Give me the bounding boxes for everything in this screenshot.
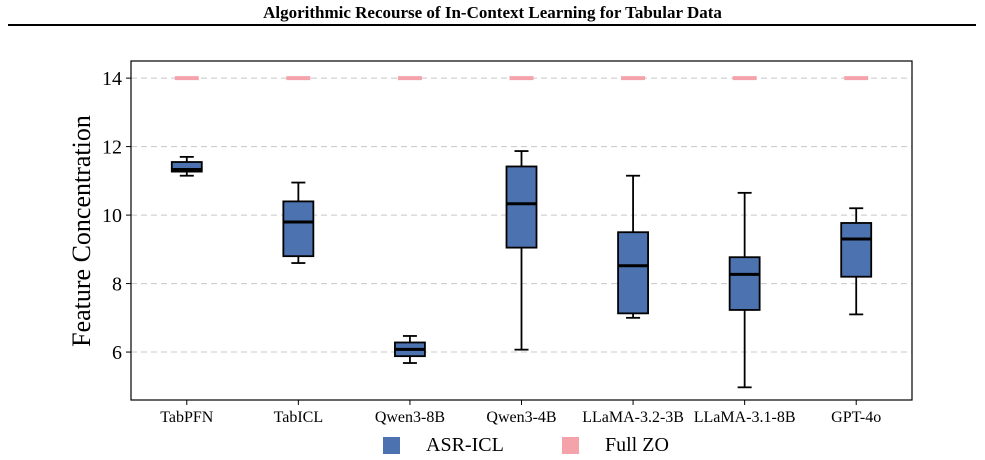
legend-label-asr-icl: ASR-ICL: [426, 434, 504, 456]
x-tick-label: GPT-4o: [831, 409, 881, 426]
y-tick-label: 14: [102, 68, 122, 90]
x-tick-label: TabICL: [274, 409, 324, 426]
y-tick-label: 6: [112, 342, 122, 364]
box-llama-3-2-3b: [617, 174, 649, 319]
legend-swatch-asr-icl: [383, 437, 400, 454]
box-llama-3-1-8b: [728, 191, 761, 389]
y-axis-ticks: 6 8 10 12 14: [102, 68, 131, 364]
asr-icl-series: [170, 150, 873, 389]
legend-label-full-zo: Full ZO: [605, 434, 669, 456]
box-qwen3-8b: [394, 335, 426, 364]
iqr-box: [505, 165, 538, 249]
x-tick-label: TabPFN: [160, 409, 214, 426]
box-tabicl: [282, 181, 315, 264]
x-tick-label: Qwen3-4B: [486, 409, 556, 426]
legend-swatch-full-zo: [562, 437, 579, 454]
y-axis-label: Feature Concentration: [67, 115, 96, 347]
legend-item-full-zo: Full ZO: [562, 434, 669, 457]
box-plot-chart: 6 8 10 12 14 TabPFN TabICL Qwen3-8B Qwen3-4B LLa…: [67, 60, 913, 426]
header-rule: [8, 24, 976, 26]
box-tabpfn: [170, 155, 203, 177]
x-tick-label: LLaMA-3.2-3B: [582, 409, 684, 426]
x-axis-ticks: TabPFN TabICL Qwen3-8B Qwen3-4B LLaMA-3.2-3B…: [160, 400, 881, 426]
y-tick-label: 12: [102, 137, 122, 159]
iqr-box: [282, 200, 315, 258]
legend: ASR-ICL Full ZO: [0, 434, 985, 458]
y-tick-label: 10: [102, 205, 122, 227]
box-gpt-4o: [840, 207, 873, 316]
box-qwen3-4b: [505, 150, 538, 351]
iqr-box: [840, 222, 873, 278]
y-tick-label: 8: [112, 274, 122, 296]
x-tick-label: LLaMA-3.1-8B: [694, 409, 796, 426]
legend-item-asr-icl: ASR-ICL: [383, 434, 504, 457]
iqr-box: [170, 161, 203, 173]
iqr-box: [617, 231, 649, 315]
page-title: Algorithmic Recourse of In-Context Learn…: [263, 3, 722, 22]
x-tick-label: Qwen3-8B: [375, 409, 445, 426]
iqr-box: [728, 256, 761, 311]
